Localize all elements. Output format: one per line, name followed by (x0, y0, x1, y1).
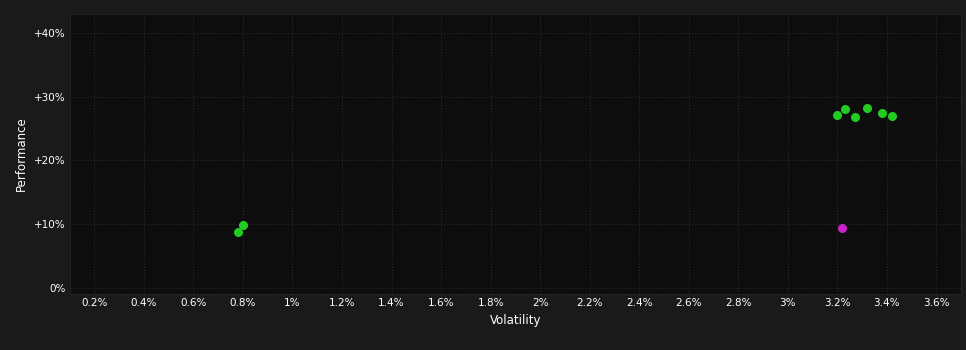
Point (860, 105, 875, 110)
Point (235, 223, 250, 228)
Point (230, 230, 245, 235)
Point (884, 113, 899, 119)
Point (874, 110, 890, 116)
Point (835, 226, 850, 231)
X-axis label: Volatility: Volatility (490, 314, 541, 327)
Point (830, 112, 845, 117)
Point (847, 114, 863, 120)
Y-axis label: Performance: Performance (15, 117, 28, 191)
Point (837, 107, 852, 112)
